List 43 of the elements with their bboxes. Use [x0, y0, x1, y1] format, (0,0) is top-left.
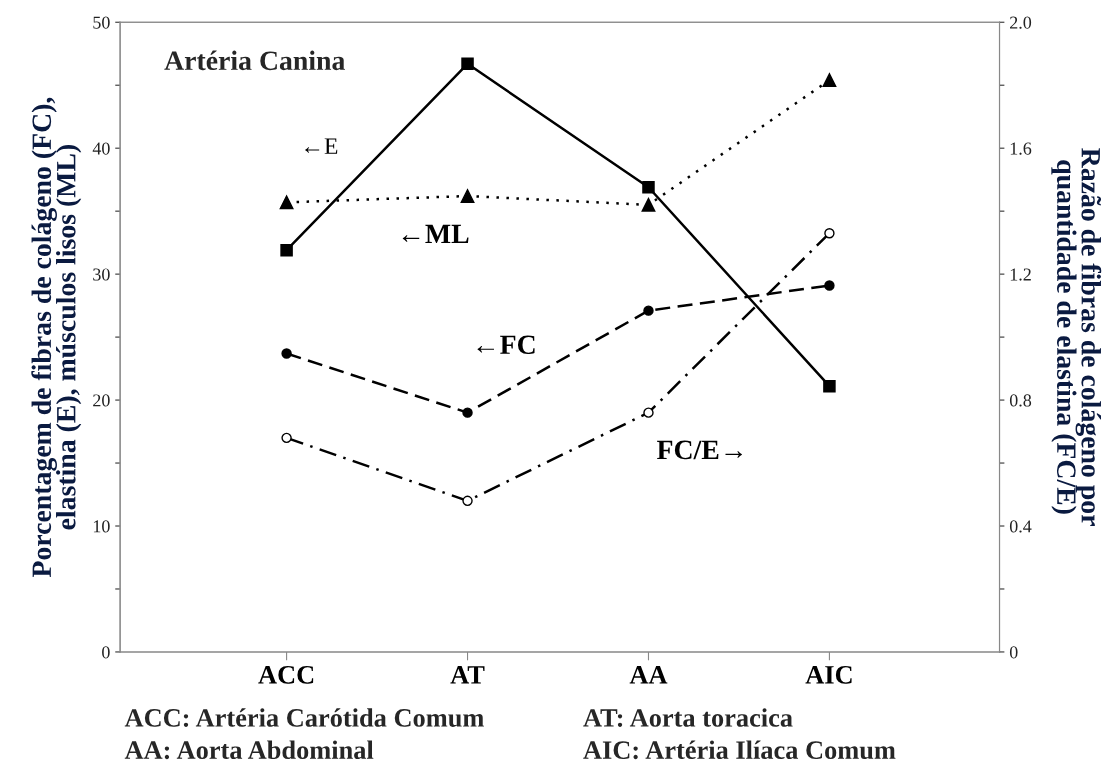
x-tick-label: AT: [450, 666, 485, 684]
y2-tick-label: 0.4: [1009, 520, 1032, 533]
point: [462, 495, 473, 507]
point: [460, 189, 475, 203]
text: AA: Aorta Abdominal: [124, 740, 374, 760]
point: [281, 348, 292, 359]
point: [643, 305, 654, 316]
y-tick-label: 30: [93, 268, 110, 281]
point: [461, 57, 474, 71]
y2-tick-label: 0.8: [1009, 394, 1032, 407]
y-tick-label: 0: [102, 646, 110, 659]
y2-tick-label: 1.6: [1010, 142, 1032, 155]
point: [642, 180, 655, 194]
text: Artéria Canina: [164, 50, 345, 71]
point: [643, 407, 654, 418]
series-label: ←FC: [477, 335, 535, 355]
y-tick-label: 20: [93, 394, 110, 407]
point: [824, 227, 835, 239]
series-label: ←ML: [402, 224, 469, 244]
point: [824, 280, 835, 291]
y2-tick-label: 0: [1009, 646, 1018, 659]
x-tick-label: ACC: [258, 665, 314, 684]
text: AIC: Artéria Ilíaca Comum: [583, 740, 896, 760]
point: [822, 73, 837, 88]
y2-axis-title: Razão de fibras de colágeno por quantidade de elastina (FC/E): [1051, 148, 1102, 526]
y-axis-title: Porcentagem de fibras de colágeno (FC), elastina (E), músculos lisos (ML): [31, 97, 82, 578]
y2-tick-label: 1.2: [1010, 268, 1031, 281]
point: [279, 195, 294, 210]
point: [823, 379, 836, 393]
x-tick-label: AA: [629, 666, 668, 684]
point: [280, 243, 293, 257]
x-tick-label: AIC: [805, 665, 852, 684]
point: [281, 432, 292, 444]
point: [641, 197, 656, 212]
y-tick-label: 50: [93, 16, 110, 29]
y2-tick-label: 2.0: [1010, 16, 1032, 29]
text: AT: Aorta toracica: [583, 708, 793, 727]
point: [462, 407, 473, 418]
text: ACC: Artéria Carótida Comum: [124, 708, 484, 727]
y-tick-label: 10: [93, 520, 110, 533]
series-label: FC/E→: [657, 440, 742, 460]
series-label: ←E: [305, 138, 338, 154]
y-tick-label: 40: [92, 142, 110, 155]
